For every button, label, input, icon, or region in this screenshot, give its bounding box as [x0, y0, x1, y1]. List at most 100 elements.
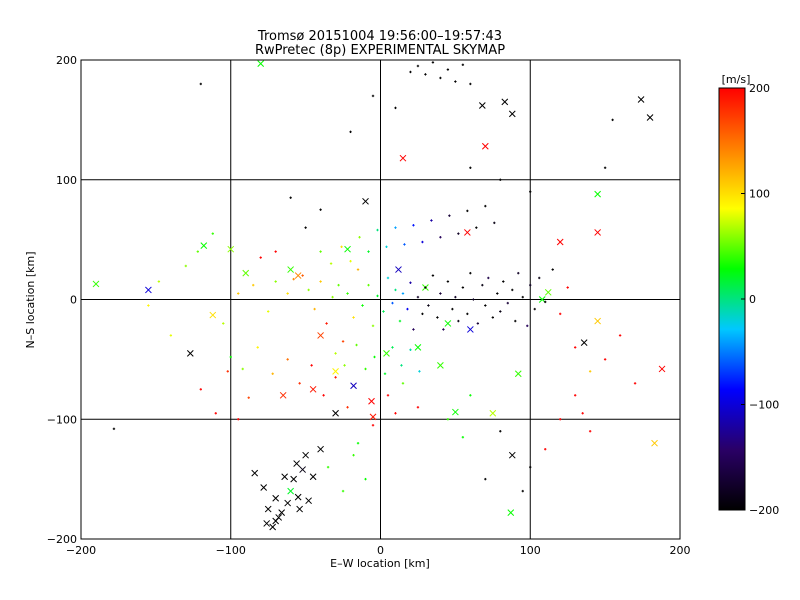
data-point-plus	[521, 489, 524, 493]
data-point-plus	[403, 243, 406, 246]
data-point-x	[368, 397, 375, 405]
data-point-x	[309, 385, 317, 393]
data-point-plus	[367, 283, 370, 287]
data-point-plus	[487, 276, 490, 280]
x-tick-label: 100	[520, 544, 541, 557]
data-point-plus	[406, 307, 409, 311]
data-point-plus	[502, 280, 505, 283]
data-point-plus	[326, 465, 330, 469]
y-tick-label: 0	[70, 294, 77, 307]
data-point-plus	[252, 283, 255, 287]
data-point-plus	[499, 310, 502, 313]
data-point-plus	[491, 316, 495, 319]
data-point-plus	[469, 166, 472, 169]
data-point-plus	[196, 250, 200, 253]
data-point-plus	[611, 118, 614, 122]
data-point-plus	[484, 477, 487, 481]
data-point-x	[242, 269, 250, 277]
data-point-plus	[496, 292, 499, 295]
data-point-plus	[319, 208, 322, 211]
data-point-x	[209, 311, 217, 319]
data-point-plus	[356, 442, 360, 445]
data-point-plus	[367, 250, 370, 253]
data-point-x	[294, 493, 302, 501]
colorbar-tick-label: 100	[749, 188, 770, 201]
data-point-plus	[211, 232, 214, 235]
data-point-x	[544, 288, 552, 296]
data-point-plus	[416, 64, 420, 68]
data-point-plus	[421, 312, 424, 316]
data-point-x	[257, 60, 265, 67]
data-point-plus	[343, 364, 346, 367]
x-tick-label: 200	[670, 544, 691, 557]
x-tick-label: −200	[66, 544, 96, 557]
data-point-x	[399, 154, 407, 162]
data-point-x	[317, 445, 324, 453]
data-point-x	[594, 190, 601, 198]
data-point-plus	[358, 236, 361, 239]
data-point-x	[251, 469, 259, 477]
data-point-plus	[398, 319, 402, 323]
data-point-x	[317, 332, 324, 339]
data-point-plus	[436, 316, 439, 319]
data-point-plus	[364, 367, 367, 371]
data-point-x	[369, 413, 377, 421]
data-point-plus	[551, 268, 554, 271]
data-point-plus	[499, 178, 502, 181]
data-point-x	[284, 499, 292, 507]
data-point-plus	[346, 406, 349, 409]
data-point-x	[507, 509, 515, 517]
data-point-x	[489, 409, 497, 417]
data-point-plus	[298, 382, 301, 385]
data-point-plus	[307, 288, 310, 292]
data-point-plus	[544, 300, 547, 304]
data-point-plus	[319, 280, 322, 283]
data-point-plus	[544, 447, 547, 451]
y-tick-labels: −200 −100 0 100 200	[47, 54, 77, 546]
data-point-plus	[559, 312, 562, 316]
data-point-plus	[229, 355, 232, 359]
data-point-x	[302, 451, 309, 459]
data-point-plus	[431, 274, 435, 277]
data-point-plus	[371, 424, 375, 427]
chart-subtitle: RwPretec (8p) EXPERIMENTAL SKYMAP	[255, 43, 505, 58]
data-point-plus	[341, 489, 345, 493]
data-point-plus	[361, 304, 364, 307]
data-point-plus	[424, 286, 427, 289]
data-point-x	[281, 473, 289, 481]
data-point-plus	[349, 130, 352, 134]
y-tick-label: −200	[47, 533, 77, 546]
data-point-plus	[529, 283, 532, 287]
chart-title: Tromsø 20151004 19:56:00–19:57:43	[257, 29, 502, 44]
data-point-x	[437, 362, 444, 369]
data-point-plus	[352, 453, 355, 457]
data-point-plus	[376, 228, 379, 232]
data-point-plus	[274, 280, 277, 283]
data-point-x	[414, 344, 422, 351]
data-point-x	[444, 320, 452, 327]
data-point-plus	[538, 276, 541, 280]
colorbar-label: [m/s]	[722, 73, 751, 86]
data-point-plus	[421, 240, 424, 244]
data-point-plus	[371, 94, 375, 98]
data-point-plus	[331, 295, 334, 299]
colorbar-tick-label: 200	[749, 82, 770, 95]
data-point-plus	[304, 226, 307, 229]
data-point-x	[464, 229, 471, 236]
data-point-plus	[446, 418, 450, 421]
data-point-plus	[476, 322, 480, 325]
data-point-x	[594, 317, 601, 325]
grid-layer	[81, 60, 680, 539]
data-point-plus	[329, 262, 333, 265]
data-point-plus	[454, 295, 457, 299]
data-point-plus	[169, 334, 173, 337]
data-point-plus	[588, 370, 592, 373]
colorbar-tick-label: −100	[749, 399, 779, 412]
data-point-x	[332, 409, 339, 417]
data-point-plus	[472, 298, 475, 301]
data-point-plus	[356, 268, 360, 271]
data-point-plus	[533, 307, 536, 311]
data-point-x	[305, 497, 312, 505]
data-point-plus	[334, 352, 337, 355]
